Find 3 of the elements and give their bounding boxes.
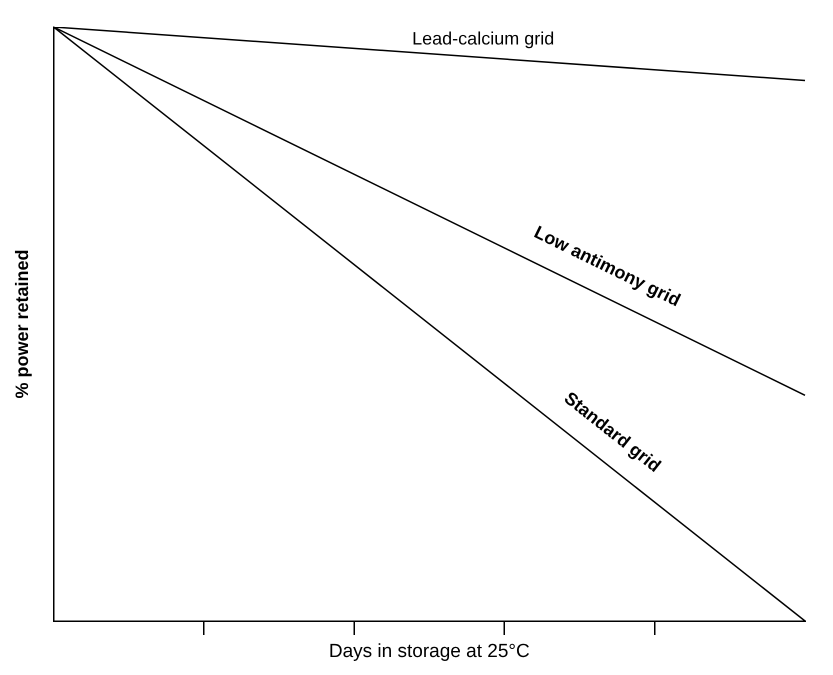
series-label: Lead-calcium grid <box>412 28 554 48</box>
x-axis-title: Days in storage at 25°C <box>328 640 530 662</box>
y-axis-title: % power retained <box>12 249 32 399</box>
